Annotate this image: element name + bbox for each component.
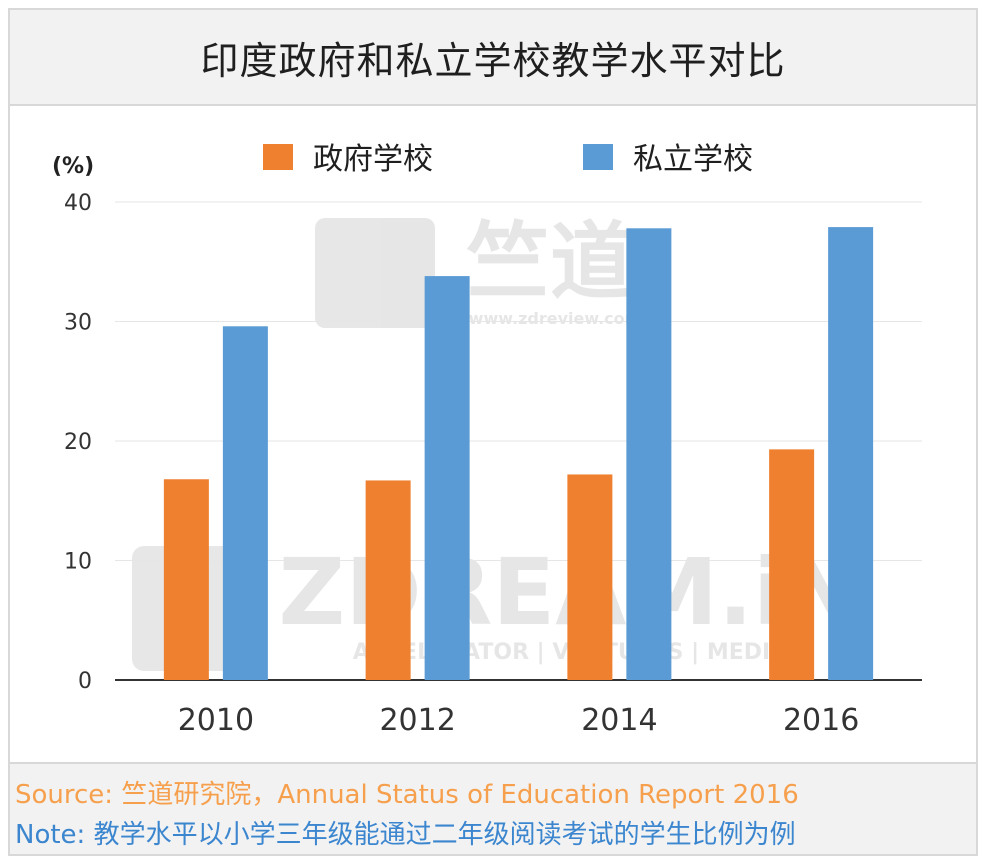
legend-label: 私立学校 (633, 142, 753, 177)
y-axis-label: (%) (52, 154, 94, 179)
y-tick-label: 30 (64, 311, 92, 336)
footer: Source: 竺道研究院，Annual Status of Education… (10, 762, 976, 854)
x-tick-label: 2012 (379, 703, 455, 738)
bar-government (769, 449, 815, 680)
y-tick-label: 10 (64, 550, 92, 575)
source-text: Source: 竺道研究院，Annual Status of Education… (15, 780, 799, 810)
note-text: Note: 教学水平以小学三年级能通过二年级阅读考试的学生比例为例 (15, 820, 796, 850)
y-ticks: 0 10 20 30 40 (64, 191, 92, 694)
bar-private (222, 326, 268, 680)
watermark-url-top: www.zdreview.com (469, 309, 642, 328)
bar-chart: 竺道 www.zdreview.com ZDREAM.iN ACCELERATO… (52, 142, 922, 738)
bars (163, 227, 874, 680)
chart-title: 印度政府和私立学校教学水平对比 (200, 38, 786, 83)
title-bar: 印度政府和私立学校教学水平对比 (10, 10, 976, 106)
legend-swatch (583, 144, 613, 170)
x-tick-label: 2010 (178, 703, 254, 738)
bar-private (424, 276, 470, 680)
bar-private (828, 227, 874, 680)
x-ticks: 2010 2012 2014 2016 (178, 703, 860, 738)
chart-frame: 印度政府和私立学校教学水平对比 竺道 www.zdreview.com ZDRE… (8, 8, 978, 856)
x-tick-label: 2014 (581, 703, 657, 738)
y-tick-label: 40 (64, 191, 92, 216)
y-tick-label: 20 (64, 430, 92, 455)
bar-private (626, 228, 672, 680)
watermark-logo-mark (315, 218, 435, 328)
legend-swatch (263, 144, 293, 170)
legend: 政府学校 私立学校 (263, 142, 753, 177)
x-tick-label: 2016 (783, 703, 859, 738)
bar-government (567, 474, 613, 680)
bar-government (365, 480, 411, 680)
legend-label: 政府学校 (313, 142, 433, 177)
watermark-logo-top: 竺道 (466, 213, 634, 311)
bar-government (163, 479, 209, 680)
y-tick-label: 0 (78, 669, 92, 694)
